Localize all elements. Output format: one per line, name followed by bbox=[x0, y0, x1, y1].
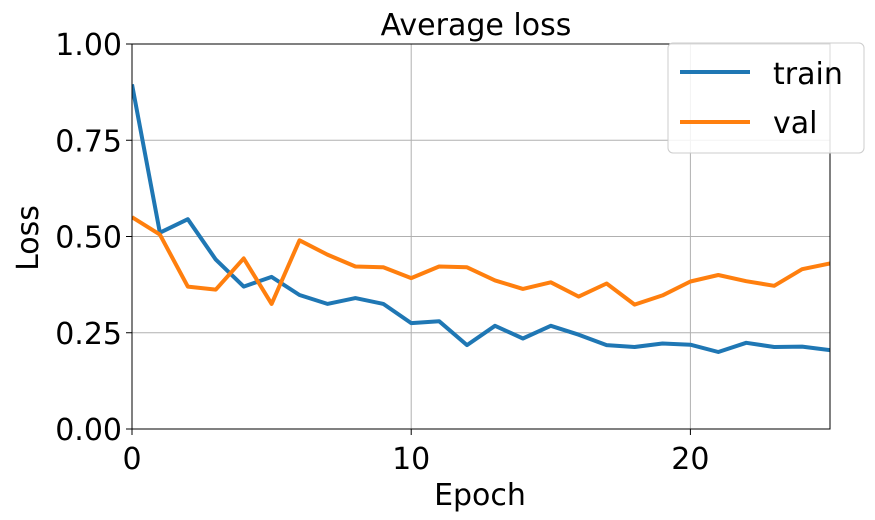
x-axis-label: Epoch bbox=[434, 478, 526, 513]
x-tick-label: 10 bbox=[392, 442, 430, 477]
y-axis-label: Loss bbox=[11, 205, 46, 271]
y-tick-label: 0.25 bbox=[55, 317, 122, 352]
y-tick-label: 0.50 bbox=[55, 221, 122, 256]
series-line-val bbox=[132, 215, 830, 307]
y-tick-label: 0.75 bbox=[55, 124, 122, 159]
series-line-train bbox=[132, 84, 830, 354]
legend: train val bbox=[667, 42, 865, 154]
legend-label-val: val bbox=[773, 106, 817, 141]
x-tick-label: 20 bbox=[671, 442, 709, 477]
y-tick-label: 0.00 bbox=[55, 413, 122, 448]
chart-title: Average loss bbox=[381, 8, 572, 43]
series-lines bbox=[132, 84, 830, 354]
x-axis-ticks: 0 10 20 bbox=[122, 429, 709, 477]
y-tick-label: 1.00 bbox=[55, 28, 122, 63]
legend-label-train: train bbox=[773, 57, 843, 92]
y-axis-ticks: 0.00 0.25 0.50 0.75 1.00 bbox=[55, 28, 132, 448]
x-tick-label: 0 bbox=[122, 442, 141, 477]
